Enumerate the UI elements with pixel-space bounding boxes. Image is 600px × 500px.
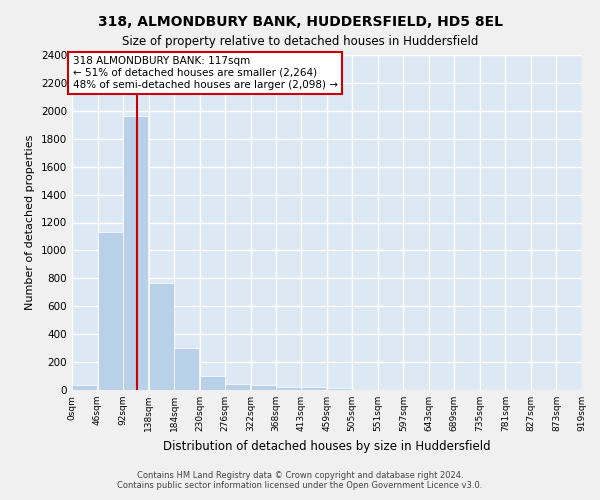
Y-axis label: Number of detached properties: Number of detached properties (25, 135, 35, 310)
Bar (301, 387, 326, 390)
X-axis label: Distribution of detached houses by size in Huddersfield: Distribution of detached houses by size … (163, 440, 491, 452)
Bar (251, 385, 276, 390)
Bar (124, 116, 148, 390)
Bar (226, 384, 250, 390)
Text: 318, ALMONDBURY BANK, HUDDERSFIELD, HD5 8EL: 318, ALMONDBURY BANK, HUDDERSFIELD, HD5 … (97, 15, 503, 29)
Bar (327, 388, 352, 390)
Bar (175, 348, 199, 390)
Text: Size of property relative to detached houses in Huddersfield: Size of property relative to detached ho… (122, 35, 478, 48)
Bar (98, 232, 123, 390)
Text: Contains HM Land Registry data © Crown copyright and database right 2024.
Contai: Contains HM Land Registry data © Crown c… (118, 470, 482, 490)
Bar (149, 282, 174, 390)
Bar (277, 386, 301, 390)
Bar (72, 385, 97, 390)
Text: 318 ALMONDBURY BANK: 117sqm
← 51% of detached houses are smaller (2,264)
48% of : 318 ALMONDBURY BANK: 117sqm ← 51% of det… (73, 56, 338, 90)
Bar (200, 376, 225, 390)
